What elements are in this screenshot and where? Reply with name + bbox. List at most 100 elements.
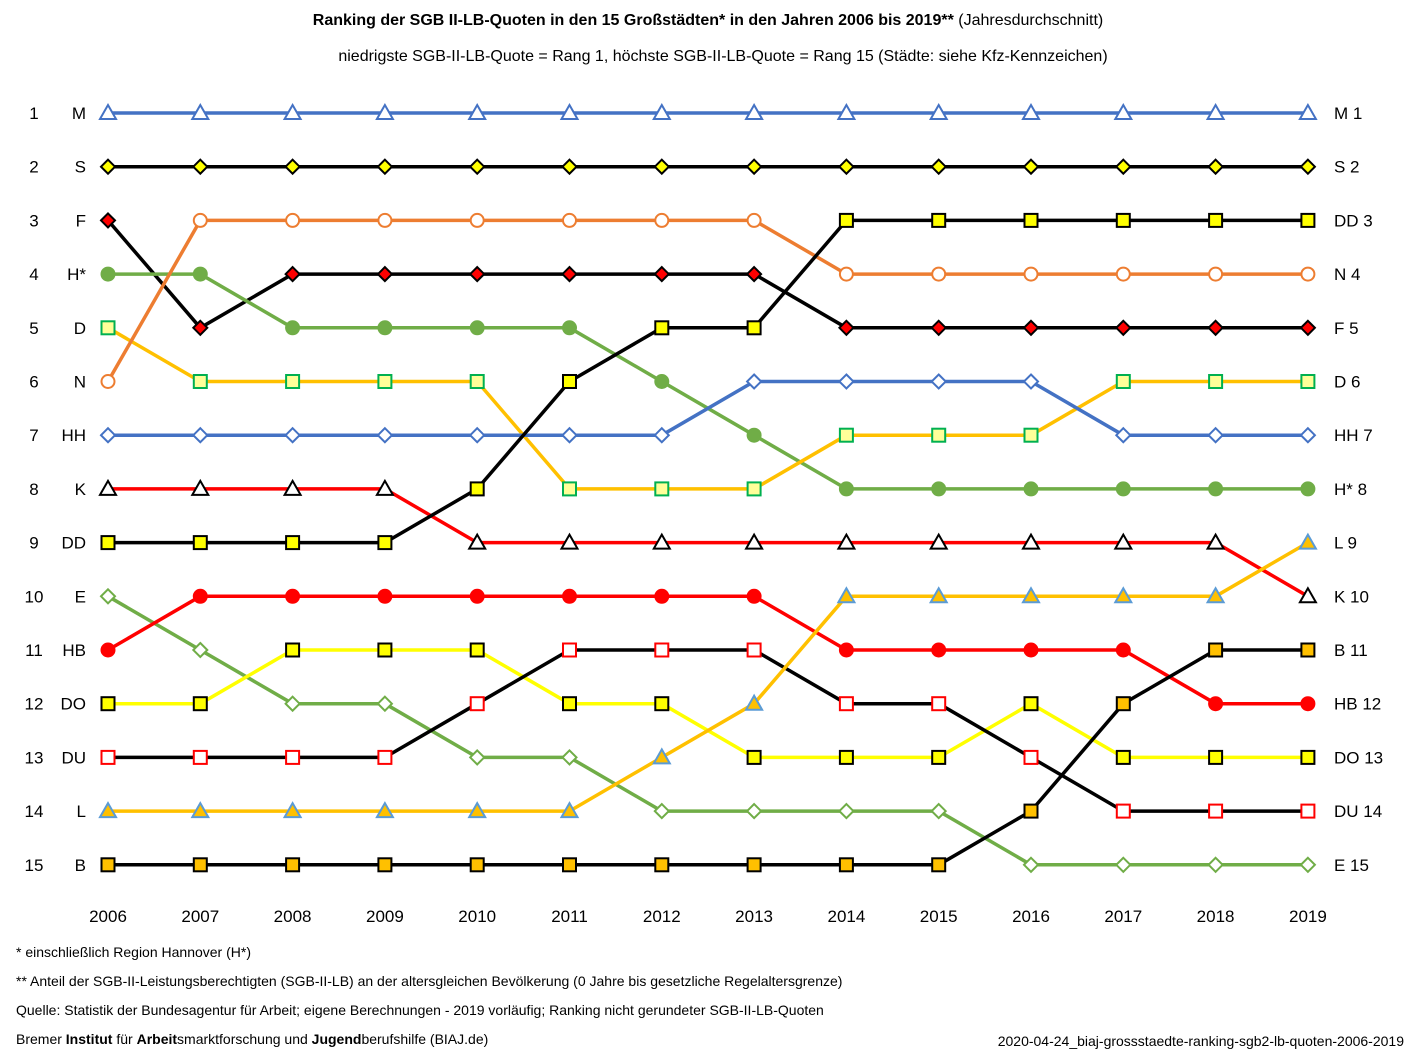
data-point-circle <box>838 266 854 282</box>
data-point-diamond <box>191 426 209 444</box>
rank-tick-label: 14 <box>25 802 44 821</box>
data-point-diamond <box>561 748 578 766</box>
rank-tick-label: 7 <box>29 426 38 445</box>
left-city-label: H* <box>67 265 86 284</box>
rank-tick-label: 10 <box>25 587 44 606</box>
data-point-circle <box>100 642 116 658</box>
data-point-diamond <box>376 265 394 283</box>
chart-subtitle: niedrigste SGB-II-LB-Quote = Rang 1, höc… <box>338 48 1108 65</box>
data-point-diamond <box>468 426 486 444</box>
data-point-circle <box>192 212 208 228</box>
data-point-triangle <box>928 102 949 120</box>
data-point-circle <box>838 642 854 658</box>
year-tick-label: 2018 <box>1197 907 1235 926</box>
year-tick-label: 2014 <box>827 907 865 926</box>
data-point-triangle <box>98 102 118 120</box>
data-point-diamond <box>376 695 394 713</box>
data-point-square <box>1300 642 1316 658</box>
data-point-triangle <box>1021 586 1041 604</box>
data-point-square <box>285 857 301 873</box>
chart-title: Ranking der SGB II-LB-Quoten in den 15 G… <box>0 12 1416 30</box>
data-point-square <box>746 749 762 765</box>
year-tick-label: 2013 <box>735 907 773 926</box>
series-line <box>108 379 1308 437</box>
right-city-labels: M 1 S 2 DD 3 N 4 F 5 D 6 HH 7 H* 8 L 9 K 10 B 11 HB… <box>1334 104 1383 875</box>
year-tick-label: 2006 <box>89 907 127 926</box>
data-point-square <box>746 857 762 873</box>
data-point-square <box>1023 803 1039 819</box>
data-point-diamond <box>99 426 117 444</box>
series-line <box>108 541 1309 813</box>
data-point-circle <box>469 212 485 228</box>
institute-bold-2: Arbeit <box>136 1031 178 1047</box>
data-point-square <box>1208 749 1224 765</box>
data-point-square <box>746 320 762 336</box>
data-point-circle <box>1300 481 1316 497</box>
data-point-triangle <box>744 693 764 711</box>
data-point-diamond <box>653 426 671 444</box>
data-point-square <box>100 696 116 712</box>
series-line <box>107 594 1308 867</box>
data-point-triangle <box>467 102 487 120</box>
data-point-circle <box>469 588 485 604</box>
data-point-square <box>1208 803 1224 819</box>
left-city-label: M <box>72 104 86 123</box>
data-point-circle <box>285 588 301 604</box>
data-point-diamond <box>1207 319 1225 337</box>
rank-tick-label: 3 <box>29 211 38 230</box>
data-point-square <box>562 857 577 873</box>
right-city-label: L 9 <box>1334 534 1357 553</box>
footnote-source: Quelle: Statistik der Bundesagentur für … <box>16 1002 824 1018</box>
data-point-circle <box>100 266 116 282</box>
rank-tick-label: 4 <box>29 265 38 284</box>
data-point-triangle <box>928 532 949 550</box>
left-city-label: DD <box>61 534 86 553</box>
data-point-circle <box>746 212 762 228</box>
data-point-square <box>562 481 577 497</box>
data-point-circle <box>654 588 670 604</box>
data-point-square <box>285 535 301 551</box>
data-point-triangle <box>282 801 303 819</box>
data-point-diamond <box>1299 158 1317 176</box>
right-city-label: B 11 <box>1334 641 1368 660</box>
data-point-square <box>1023 212 1039 228</box>
data-point-circle <box>285 212 301 228</box>
data-point-triangle <box>98 801 118 819</box>
data-point-diamond <box>1114 158 1132 176</box>
data-point-circle <box>931 266 947 282</box>
data-point-circle <box>192 266 208 282</box>
institute-text-1: Bremer <box>16 1031 66 1047</box>
year-tick-label: 2016 <box>1012 907 1050 926</box>
data-point-triangle <box>1113 532 1134 550</box>
year-tick-label: 2007 <box>181 907 219 926</box>
year-tick-label: 2015 <box>920 907 958 926</box>
data-point-square <box>100 535 116 551</box>
series-line <box>107 594 1308 706</box>
data-point-diamond <box>745 158 763 176</box>
data-point-diamond <box>1207 158 1225 176</box>
data-point-diamond <box>284 158 302 176</box>
year-tick-label: 2012 <box>643 907 681 926</box>
data-point-circle <box>1023 642 1039 658</box>
data-point-diamond <box>1207 856 1225 874</box>
data-point-triangle <box>1113 102 1134 120</box>
data-point-circle <box>377 320 393 336</box>
data-point-circle <box>469 320 485 336</box>
data-point-square <box>1115 374 1131 389</box>
data-point-square <box>377 749 393 765</box>
data-point-circle <box>746 427 762 443</box>
data-point-circle <box>654 374 670 389</box>
data-point-square <box>1300 803 1316 819</box>
data-point-square <box>838 427 854 443</box>
data-point-square <box>377 857 393 873</box>
year-tick-label: 2010 <box>458 907 496 926</box>
year-tick-label: 2019 <box>1289 907 1327 926</box>
data-point-square <box>1208 374 1224 389</box>
data-point-circle <box>100 374 116 389</box>
data-point-triangle <box>282 478 303 496</box>
right-city-label: H* 8 <box>1334 480 1367 499</box>
data-point-diamond <box>837 373 855 390</box>
data-point-square <box>469 857 485 873</box>
data-point-square <box>931 696 947 712</box>
